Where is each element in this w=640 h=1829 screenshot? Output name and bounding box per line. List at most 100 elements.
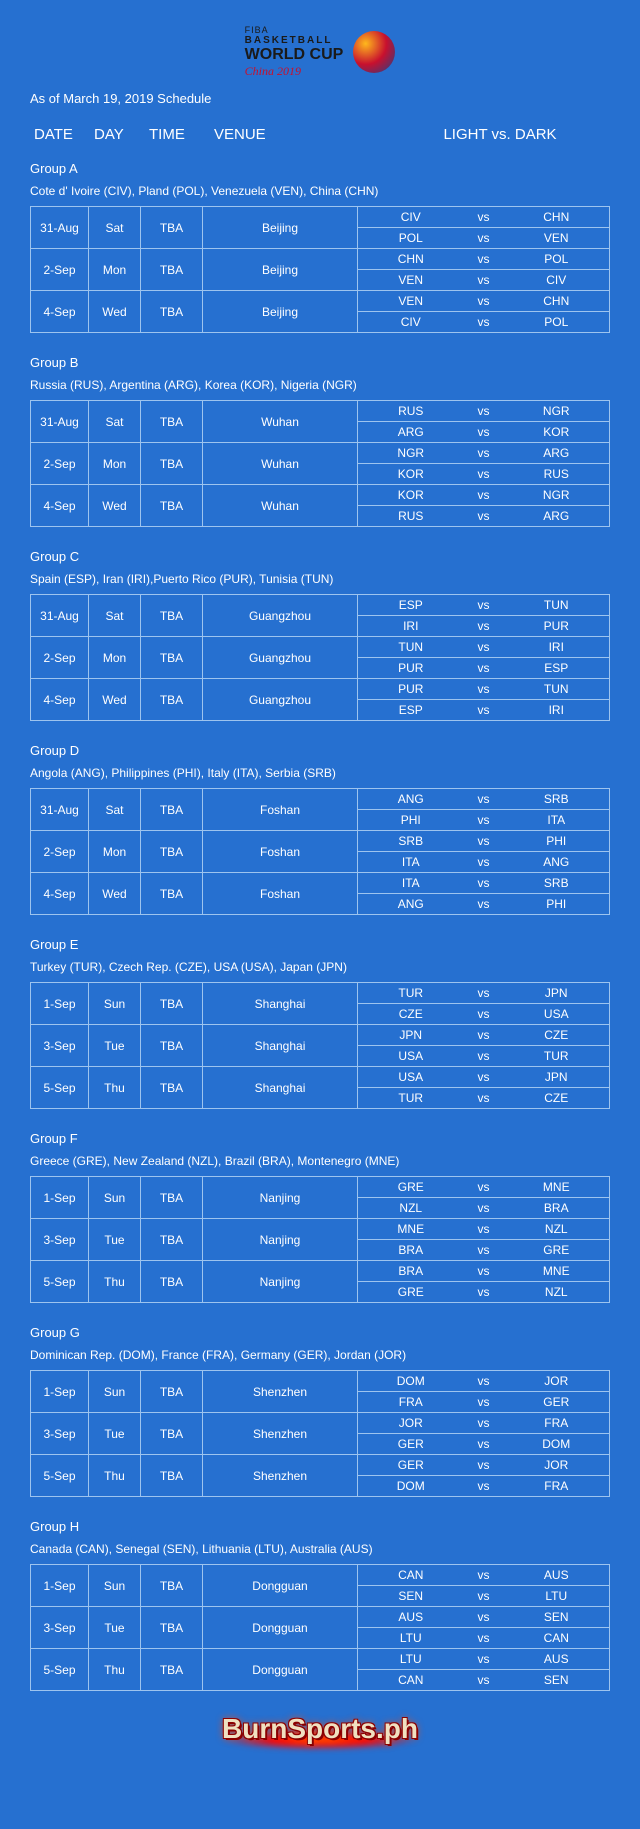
team-dark: SEN — [504, 1610, 610, 1624]
cell-matches: GERvsJORDOMvsFRA — [358, 1455, 609, 1496]
cell-matches: BRAvsMNEGREvsNZL — [358, 1261, 609, 1302]
team-light: MNE — [358, 1222, 464, 1236]
cell-date: 3-Sep — [31, 1607, 89, 1648]
header-date: DATE — [34, 126, 94, 143]
schedule-date-note: As of March 19, 2019 Schedule — [30, 91, 610, 106]
team-light: USA — [358, 1070, 464, 1084]
cell-date: 4-Sep — [31, 873, 89, 914]
vs-label: vs — [464, 210, 504, 224]
table-row: 3-SepTueTBADongguanAUSvsSENLTUvsCAN — [31, 1606, 609, 1648]
team-light: JPN — [358, 1028, 464, 1042]
team-light: PUR — [358, 682, 464, 696]
table-row: 4-SepWedTBAFoshanITAvsSRBANGvsPHI — [31, 872, 609, 914]
match-line: TURvsJPN — [358, 983, 609, 1004]
cell-day: Thu — [89, 1649, 141, 1690]
match-line: USAvsJPN — [358, 1067, 609, 1088]
match-line: SRBvsPHI — [358, 831, 609, 852]
team-dark: GRE — [504, 1243, 610, 1257]
cell-time: TBA — [141, 1413, 203, 1454]
match-line: FRAvsGER — [358, 1392, 609, 1412]
cell-venue: Guangzhou — [203, 637, 358, 678]
group-teams-list: Greece (GRE), New Zealand (NZL), Brazil … — [30, 1154, 610, 1168]
team-light: SEN — [358, 1589, 464, 1603]
team-light: JOR — [358, 1416, 464, 1430]
cell-date: 5-Sep — [31, 1067, 89, 1108]
vs-label: vs — [464, 446, 504, 460]
match-line: KORvsNGR — [358, 485, 609, 506]
cell-day: Thu — [89, 1455, 141, 1496]
group-name: Group A — [30, 161, 610, 176]
vs-label: vs — [464, 1264, 504, 1278]
team-light: CIV — [358, 315, 464, 329]
cell-matches: CIVvsCHNPOLvsVEN — [358, 207, 609, 248]
cell-venue: Nanjing — [203, 1219, 358, 1260]
vs-label: vs — [464, 792, 504, 806]
team-light: POL — [358, 231, 464, 245]
vs-label: vs — [464, 231, 504, 245]
cell-matches: LTUvsAUSCANvsSEN — [358, 1649, 609, 1690]
cell-time: TBA — [141, 873, 203, 914]
vs-label: vs — [464, 1568, 504, 1582]
group-block: Group DAngola (ANG), Philippines (PHI), … — [30, 743, 610, 915]
group-block: Group BRussia (RUS), Argentina (ARG), Ko… — [30, 355, 610, 527]
cell-date: 5-Sep — [31, 1455, 89, 1496]
match-line: NGRvsARG — [358, 443, 609, 464]
team-light: GER — [358, 1437, 464, 1451]
match-line: JPNvsCZE — [358, 1025, 609, 1046]
group-name: Group H — [30, 1519, 610, 1534]
team-dark: JOR — [504, 1374, 610, 1388]
match-line: VENvsCHN — [358, 291, 609, 312]
team-dark: RUS — [504, 467, 610, 481]
match-line: VENvsCIV — [358, 270, 609, 290]
column-headers: DATE DAY TIME VENUE LIGHT vs. DARK — [30, 126, 610, 143]
vs-label: vs — [464, 1631, 504, 1645]
cell-time: TBA — [141, 1607, 203, 1648]
team-light: RUS — [358, 404, 464, 418]
cell-day: Tue — [89, 1219, 141, 1260]
cell-day: Wed — [89, 679, 141, 720]
vs-label: vs — [464, 273, 504, 287]
group-teams-list: Dominican Rep. (DOM), France (FRA), Germ… — [30, 1348, 610, 1362]
cell-time: TBA — [141, 595, 203, 636]
cell-matches: ANGvsSRBPHIvsITA — [358, 789, 609, 830]
cell-venue: Foshan — [203, 873, 358, 914]
group-teams-list: Turkey (TUR), Czech Rep. (CZE), USA (USA… — [30, 960, 610, 974]
cell-venue: Dongguan — [203, 1565, 358, 1606]
vs-label: vs — [464, 661, 504, 675]
table-row: 31-AugSatTBAWuhanRUSvsNGRARGvsKOR — [31, 401, 609, 442]
team-dark: NZL — [504, 1222, 610, 1236]
group-name: Group E — [30, 937, 610, 952]
match-line: DOMvsJOR — [358, 1371, 609, 1392]
team-light: CIV — [358, 210, 464, 224]
group-name: Group D — [30, 743, 610, 758]
team-dark: TUR — [504, 1049, 610, 1063]
schedule-table: 31-AugSatTBAGuangzhouESPvsTUNIRIvsPUR2-S… — [30, 594, 610, 721]
vs-label: vs — [464, 897, 504, 911]
team-dark: VEN — [504, 231, 610, 245]
group-block: Group GDominican Rep. (DOM), France (FRA… — [30, 1325, 610, 1497]
table-row: 1-SepSunTBADongguanCANvsAUSSENvsLTU — [31, 1565, 609, 1606]
match-line: MNEvsNZL — [358, 1219, 609, 1240]
cell-time: TBA — [141, 1261, 203, 1302]
cell-date: 4-Sep — [31, 679, 89, 720]
schedule-table: 31-AugSatTBAFoshanANGvsSRBPHIvsITA2-SepM… — [30, 788, 610, 915]
cell-day: Tue — [89, 1025, 141, 1066]
cell-venue: Guangzhou — [203, 595, 358, 636]
cell-day: Sat — [89, 789, 141, 830]
team-dark: CIV — [504, 273, 610, 287]
team-light: AUS — [358, 1610, 464, 1624]
team-light: NZL — [358, 1201, 464, 1215]
match-line: ITAvsANG — [358, 852, 609, 872]
cell-time: TBA — [141, 1067, 203, 1108]
cell-time: TBA — [141, 831, 203, 872]
team-light: IRI — [358, 619, 464, 633]
team-dark: CHN — [504, 294, 610, 308]
logo-china-text: China 2019 — [245, 64, 344, 79]
vs-label: vs — [464, 1007, 504, 1021]
match-line: KORvsRUS — [358, 464, 609, 484]
vs-label: vs — [464, 1222, 504, 1236]
team-dark: NZL — [504, 1285, 610, 1299]
group-teams-list: Cote d' Ivoire (CIV), Pland (POL), Venez… — [30, 184, 610, 198]
cell-day: Tue — [89, 1413, 141, 1454]
vs-label: vs — [464, 1028, 504, 1042]
